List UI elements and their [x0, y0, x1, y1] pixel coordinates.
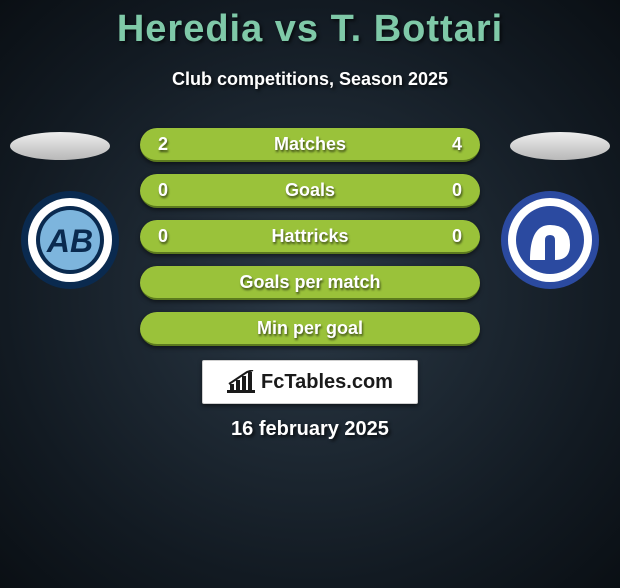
- stat-label: Matches: [198, 134, 422, 155]
- svg-text:AB: AB: [46, 223, 93, 259]
- brand-badge[interactable]: FcTables.com: [202, 360, 418, 404]
- club-logo-left: AB: [20, 190, 120, 290]
- page-title: Heredia vs T. Bottari: [0, 8, 620, 51]
- stat-row-hattricks: 0Hattricks0: [140, 220, 480, 254]
- player-ellipse-left: [10, 132, 110, 160]
- chart-icon: [227, 370, 255, 394]
- stat-value-right: 0: [422, 180, 462, 201]
- stat-value-right: 0: [422, 226, 462, 247]
- subtitle: Club competitions, Season 2025: [0, 69, 620, 90]
- stat-label: Min per goal: [198, 318, 422, 339]
- brand-text: FcTables.com: [261, 371, 393, 394]
- update-date: 16 february 2025: [0, 418, 620, 441]
- club-logo-right: [500, 190, 600, 290]
- stat-label: Goals per match: [198, 272, 422, 293]
- comparison-area: AB 2Matches40Goals00Hattricks0Goals per …: [0, 126, 620, 356]
- stat-label: Goals: [198, 180, 422, 201]
- stat-row-min-per-goal: Min per goal: [140, 312, 480, 346]
- stat-label: Hattricks: [198, 226, 422, 247]
- stat-value-right: 4: [422, 134, 462, 155]
- stat-row-goals-per-match: Goals per match: [140, 266, 480, 300]
- player-ellipse-right: [510, 132, 610, 160]
- stat-value-left: 0: [158, 180, 198, 201]
- stat-value-left: 2: [158, 134, 198, 155]
- stat-value-left: 0: [158, 226, 198, 247]
- stat-row-goals: 0Goals0: [140, 174, 480, 208]
- stat-row-matches: 2Matches4: [140, 128, 480, 162]
